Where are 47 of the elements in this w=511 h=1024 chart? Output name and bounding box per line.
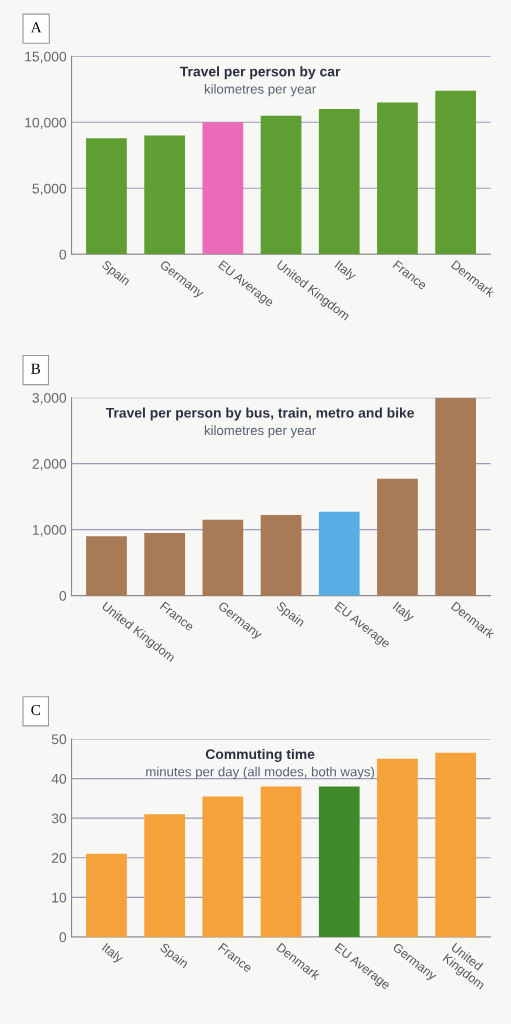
text: Commuting time [205, 748, 315, 762]
y-tick-label: 10,000 [25, 117, 67, 130]
bar [144, 135, 186, 255]
bar [202, 796, 244, 937]
bar [144, 814, 186, 937]
y-tick-label: 0 [59, 590, 67, 601]
y-tick-label: 20 [51, 853, 67, 863]
bar [260, 515, 302, 596]
text: A [30, 22, 42, 33]
bar [260, 786, 302, 937]
y-tick-label: 15,000 [25, 51, 67, 64]
text: B [31, 363, 41, 374]
bar [86, 536, 127, 596]
bar [435, 752, 477, 937]
y-tick-label: 10 [52, 892, 67, 903]
text: C [31, 704, 41, 716]
bar [260, 115, 302, 255]
bar [435, 90, 477, 255]
y-tick-label: 50 [51, 734, 67, 745]
y-tick-label: 0 [59, 249, 67, 260]
bar [202, 519, 244, 596]
bar [202, 122, 244, 255]
bar [318, 786, 360, 937]
y-tick-label: 5,000 [32, 183, 67, 196]
y-tick-label: 3,000 [32, 392, 67, 405]
bar [144, 532, 186, 596]
bar [377, 758, 418, 937]
x-tick-label: Italy [100, 942, 125, 966]
text: minutes per day (all modes, both ways) [146, 766, 375, 779]
x-tick-label: Italy [391, 601, 416, 624]
text: kilometres per year [204, 84, 316, 97]
text: Travel per person by car [179, 66, 341, 80]
bar [318, 511, 360, 596]
y-tick-label: 1,000 [32, 524, 67, 537]
bar [435, 397, 477, 596]
y-tick-label: 2,000 [32, 458, 67, 471]
bar [86, 138, 127, 255]
bar [377, 102, 418, 255]
text: kilometres per year [204, 425, 316, 438]
text: Travel per person by bus, train, metro and bike [105, 407, 414, 421]
bar [86, 853, 127, 937]
x-tick-label: Italy [332, 259, 358, 283]
bar [377, 478, 418, 596]
bar [318, 109, 360, 255]
y-tick-label: 30 [51, 813, 67, 824]
y-tick-label: 40 [51, 773, 67, 784]
y-tick-label: 0 [59, 932, 67, 943]
